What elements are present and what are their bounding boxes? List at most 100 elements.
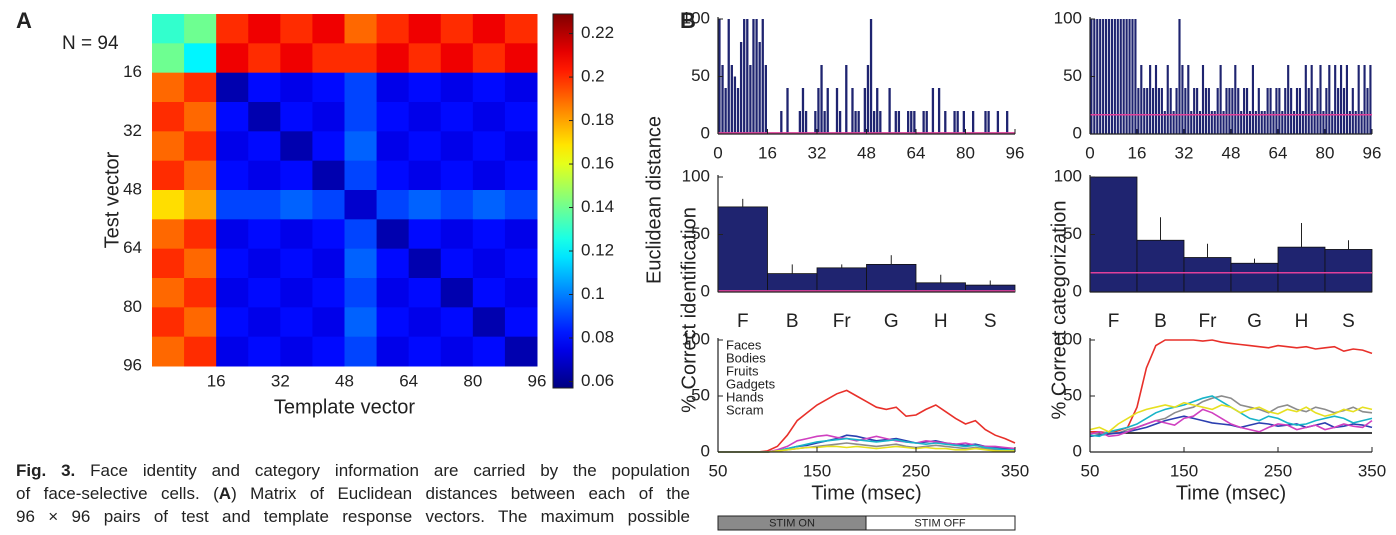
bar (894, 111, 897, 134)
heatmap-cell (440, 190, 474, 220)
y-tick-label: 100 (1054, 166, 1082, 185)
bar (1178, 19, 1181, 134)
bar (1234, 65, 1237, 134)
heatmap-cell (504, 102, 538, 132)
bar (1193, 88, 1196, 134)
bar (1277, 246, 1326, 293)
heatmap-cell (504, 72, 538, 103)
heatmap-cell (344, 336, 378, 367)
bar (1175, 88, 1178, 134)
bar (721, 65, 724, 134)
bar (835, 88, 839, 134)
x-tick-label: 64 (907, 143, 926, 162)
bar (1240, 111, 1243, 134)
heatmap-cell (280, 72, 313, 103)
y-tick-label: 0 (701, 281, 710, 300)
heatmap-cell (280, 278, 313, 308)
bar (817, 88, 820, 134)
heatmap-cell (408, 14, 442, 44)
heatmap-cell (312, 160, 345, 191)
bar (1324, 249, 1373, 293)
x-tick-label: F (1108, 311, 1120, 332)
bar (1298, 88, 1301, 134)
heatmap-cell (376, 278, 410, 308)
bar (1169, 88, 1172, 134)
bar (1257, 88, 1260, 134)
bar (1107, 19, 1111, 134)
bar (1149, 65, 1152, 134)
heatmap-cell (152, 102, 185, 132)
heatmap-cell (248, 307, 281, 338)
bar (1251, 65, 1254, 134)
heatmap-cell (344, 131, 378, 162)
bar (816, 267, 867, 293)
caption-line: Fig. 3. Face identity and category infor… (16, 459, 690, 482)
bar (1272, 111, 1275, 134)
heatmap-cell (216, 248, 249, 279)
bar (1184, 88, 1187, 134)
heatmap-cell (472, 43, 506, 74)
heatmap-cell (216, 72, 249, 103)
bar (1099, 19, 1102, 134)
heatmap-cell (184, 278, 217, 308)
caption-text: A (218, 484, 232, 503)
bar (1354, 111, 1357, 134)
bar (1172, 111, 1175, 134)
colorbar-tick-label: 0.18 (581, 110, 614, 129)
x-tick-label: 96 (1363, 143, 1382, 162)
heatmap-cell (248, 248, 281, 279)
heatmap-cell (280, 248, 313, 279)
heatmap-cell (184, 219, 217, 250)
bar (1137, 88, 1140, 134)
bar (1301, 111, 1304, 134)
heatmap-cell (216, 278, 249, 308)
heatmap-cell (312, 14, 345, 44)
y-tick-label: 100 (1054, 329, 1082, 348)
legend-label: Scram (726, 402, 764, 417)
heatmap-cell (152, 336, 185, 367)
bar (758, 42, 761, 134)
heatmap-cell (184, 190, 217, 220)
line (1090, 339, 1373, 434)
heatmap-cell (376, 160, 410, 191)
bar (931, 88, 935, 134)
heatmap-cell (440, 219, 474, 250)
y-tick-label: 100 (1054, 8, 1082, 27)
x-tick-label: 32 (1175, 143, 1194, 162)
bar (823, 111, 826, 134)
heatmap-cell (248, 190, 281, 220)
bar (1198, 111, 1202, 134)
x-tick-label: 96 (528, 371, 547, 390)
bar (1325, 88, 1328, 134)
x-axis-label: Template vector (274, 396, 416, 418)
bar (1201, 65, 1205, 134)
bar (876, 88, 879, 134)
heatmap-cell (216, 307, 249, 338)
bar (724, 88, 727, 134)
heatmap-cell (472, 72, 506, 103)
bar (1369, 65, 1372, 134)
bar (1316, 88, 1319, 134)
bar (854, 111, 857, 134)
heatmap-cell (408, 307, 442, 338)
heatmap-cell (152, 72, 185, 103)
bar (897, 111, 901, 134)
bar (1102, 19, 1105, 134)
heatmap-cell (344, 307, 378, 338)
colorbar-tick-label: 0.12 (581, 240, 614, 259)
bar (984, 111, 987, 134)
y-tick-label: 0 (1073, 441, 1082, 460)
heatmap-cell (440, 160, 474, 191)
bar (1216, 88, 1219, 134)
bar (1122, 19, 1125, 134)
x-tick-label: 80 (956, 143, 975, 162)
heatmap-cell (472, 160, 506, 191)
x-tick-label: 80 (1316, 143, 1335, 162)
heatmap-cell (344, 278, 378, 308)
bar (1319, 65, 1322, 134)
stim-off-bar (865, 515, 1016, 531)
x-tick-label: 250 (902, 461, 930, 480)
colorbar-tick-label: 0.2 (581, 67, 605, 86)
colorbar-tick-label: 0.08 (581, 327, 614, 346)
heatmap-cell (504, 131, 538, 162)
